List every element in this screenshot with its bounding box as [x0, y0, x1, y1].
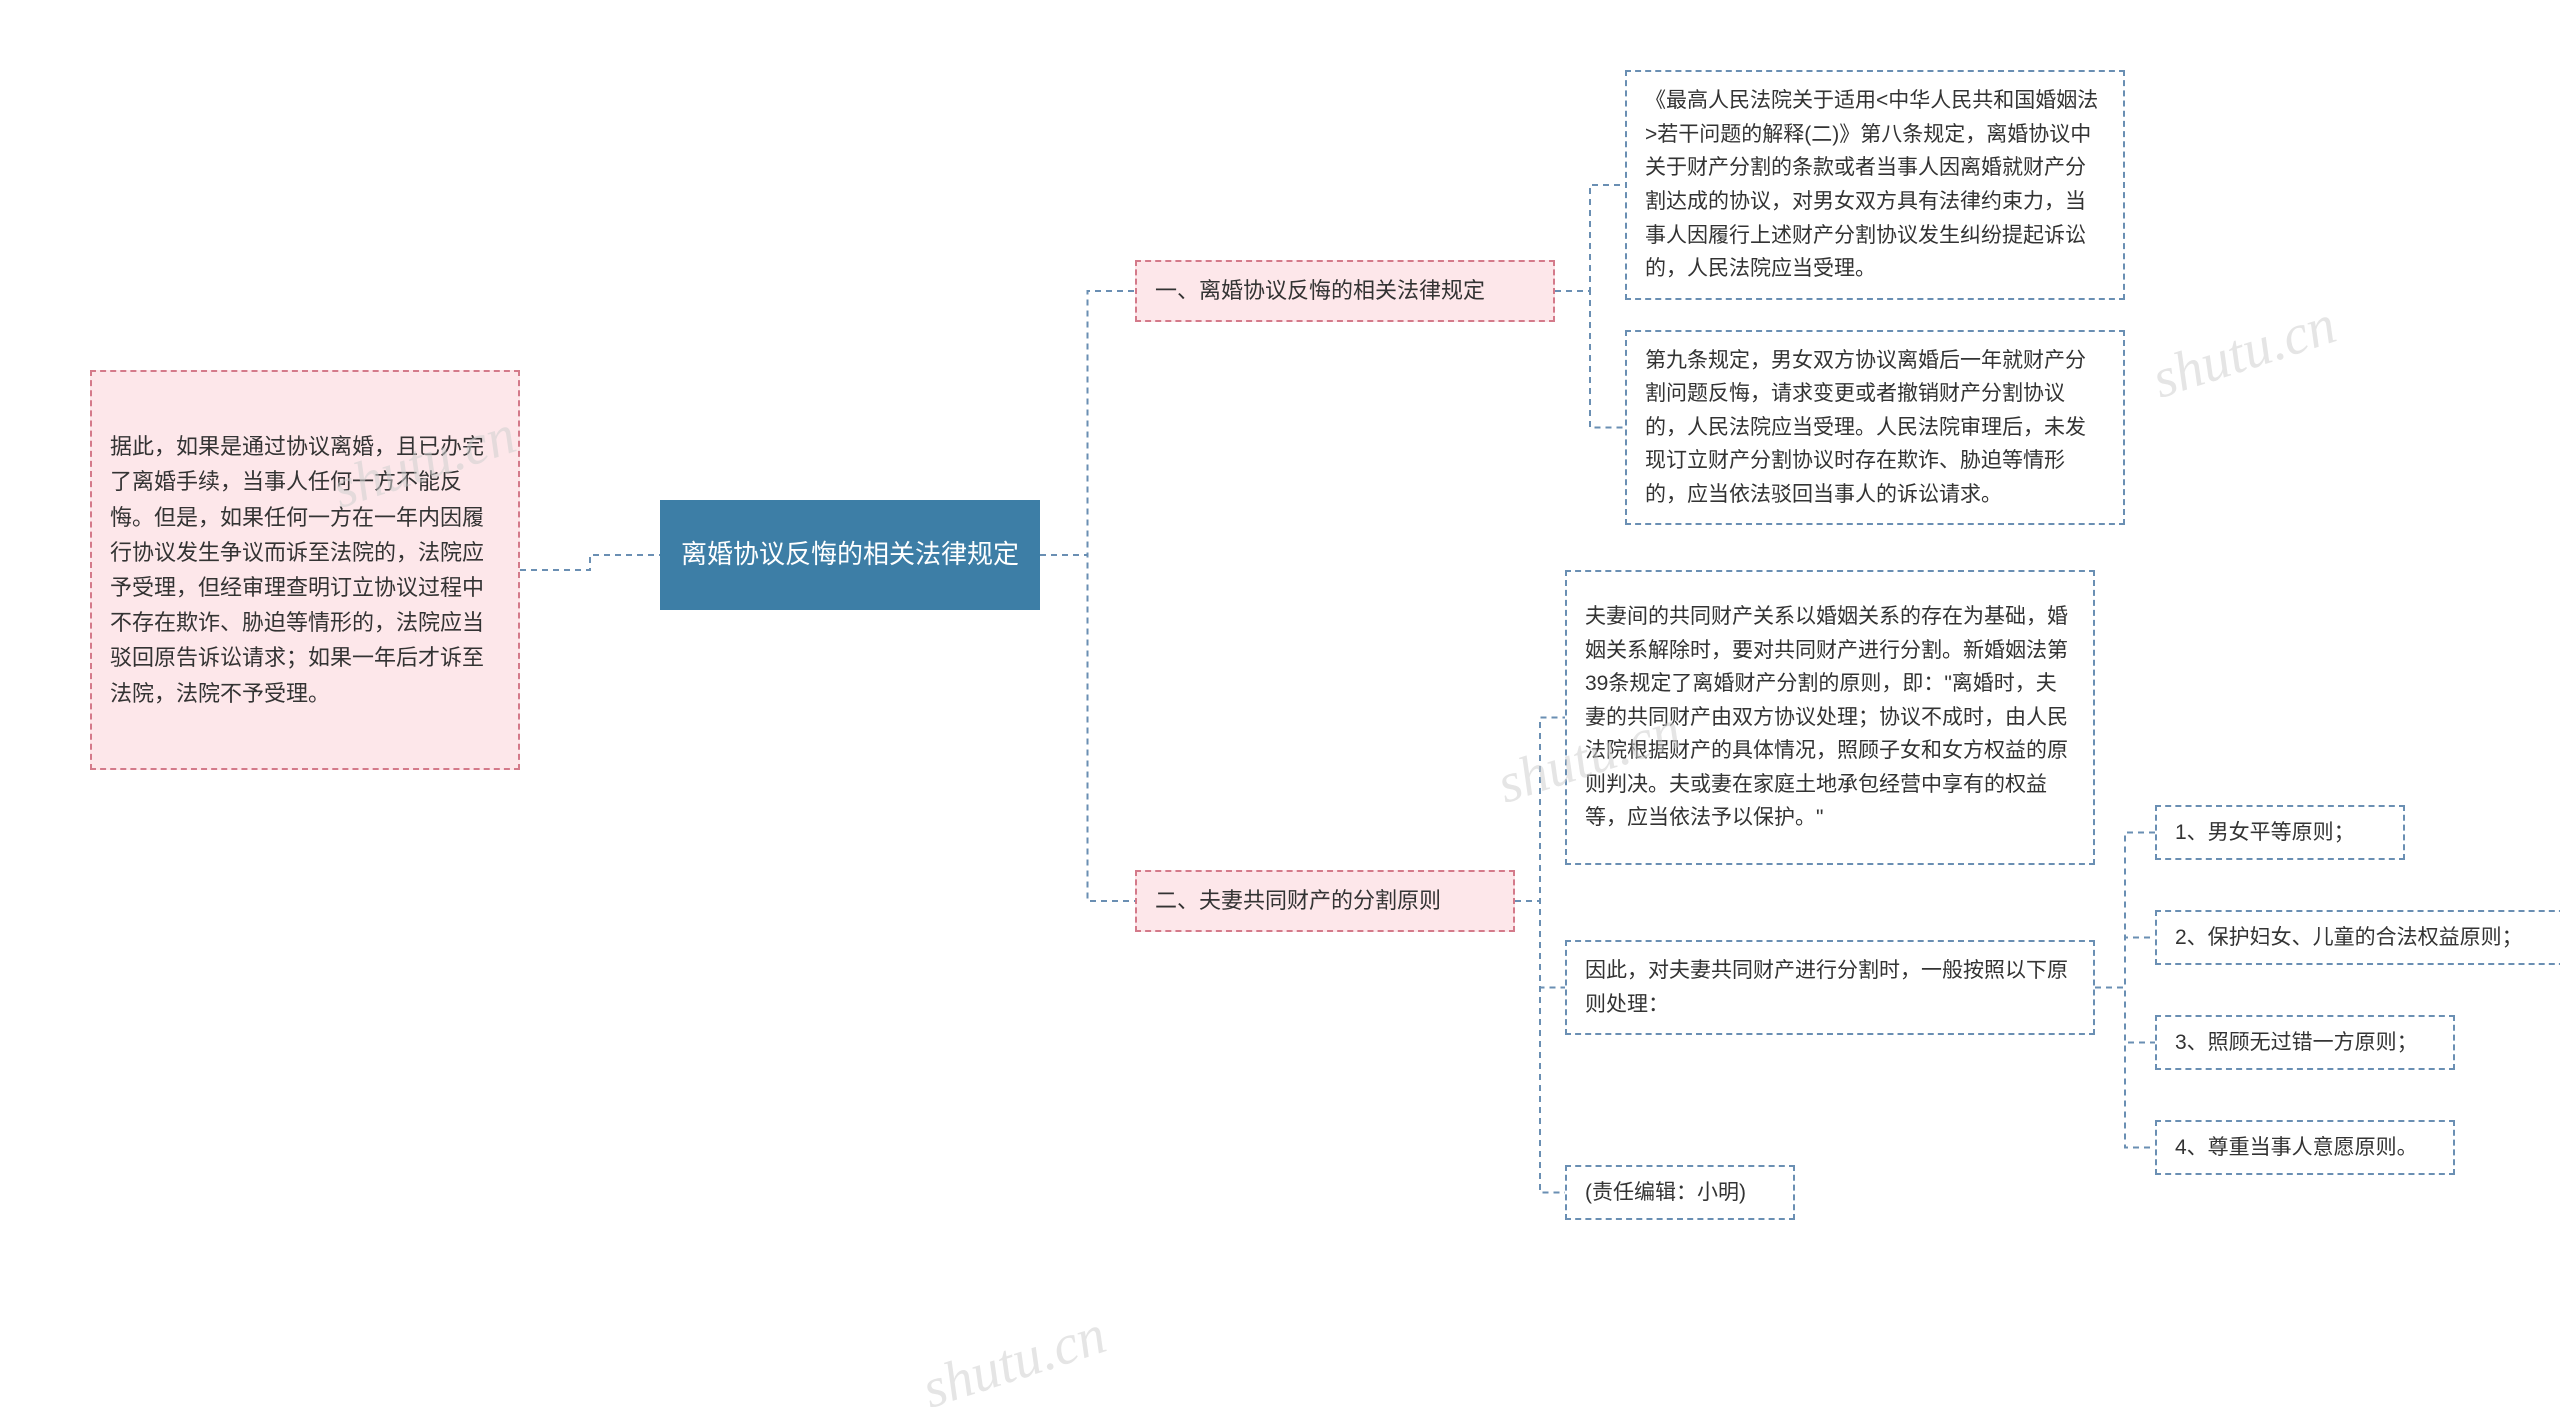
edge-b2c2-p4: [2095, 988, 2155, 1148]
edge-b2c2-p3: [2095, 988, 2155, 1043]
node-b2c2[interactable]: 因此，对夫妻共同财产进行分割时，一般按照以下原则处理：: [1565, 940, 2095, 1035]
node-summary-label: 据此，如果是通过协议离婚，且已办完了离婚手续，当事人任何一方不能反悔。但是，如果…: [110, 429, 500, 711]
node-b1c2-label: 第九条规定，男女双方协议离婚后一年就财产分割问题反悔，请求变更或者撤销财产分割协…: [1645, 344, 2105, 512]
node-b1c2[interactable]: 第九条规定，男女双方协议离婚后一年就财产分割问题反悔，请求变更或者撤销财产分割协…: [1625, 330, 2125, 525]
node-b2-label: 二、夫妻共同财产的分割原则: [1155, 883, 1495, 918]
node-root-label: 离婚协议反悔的相关法律规定: [680, 534, 1020, 576]
node-p3[interactable]: 3、照顾无过错一方原则；: [2155, 1015, 2455, 1070]
node-b2c3[interactable]: (责任编辑：小明): [1565, 1165, 1795, 1220]
watermark: shutu.cn: [915, 1302, 1114, 1421]
node-p2[interactable]: 2、保护妇女、儿童的合法权益原则；: [2155, 910, 2560, 965]
mindmap-canvas: 据此，如果是通过协议离婚，且已办完了离婚手续，当事人任何一方不能反悔。但是，如果…: [0, 0, 2560, 1383]
edge-b1-b1c1: [1555, 185, 1625, 291]
edge-b2c2-p2: [2095, 938, 2155, 988]
node-root[interactable]: 离婚协议反悔的相关法律规定: [660, 500, 1040, 610]
edge-root-b2: [1040, 555, 1135, 901]
node-b2[interactable]: 二、夫妻共同财产的分割原则: [1135, 870, 1515, 932]
edge-b2c2-p1: [2095, 833, 2155, 988]
node-b2c2-label: 因此，对夫妻共同财产进行分割时，一般按照以下原则处理：: [1585, 954, 2075, 1021]
node-p3-label: 3、照顾无过错一方原则；: [2175, 1026, 2435, 1060]
node-b2c1-label: 夫妻间的共同财产关系以婚姻关系的存在为基础，婚姻关系解除时，要对共同财产进行分割…: [1585, 600, 2075, 835]
node-p1[interactable]: 1、男女平等原则；: [2155, 805, 2405, 860]
edge-b2-b2c1: [1515, 718, 1565, 902]
node-p4[interactable]: 4、尊重当事人意愿原则。: [2155, 1120, 2455, 1175]
node-b1c1[interactable]: 《最高人民法院关于适用<中华人民共和国婚姻法>若干问题的解释(二)》第八条规定，…: [1625, 70, 2125, 300]
edge-b2-b2c3: [1515, 901, 1565, 1193]
node-summary[interactable]: 据此，如果是通过协议离婚，且已办完了离婚手续，当事人任何一方不能反悔。但是，如果…: [90, 370, 520, 770]
node-b1c1-label: 《最高人民法院关于适用<中华人民共和国婚姻法>若干问题的解释(二)》第八条规定，…: [1645, 84, 2105, 286]
node-b2c1[interactable]: 夫妻间的共同财产关系以婚姻关系的存在为基础，婚姻关系解除时，要对共同财产进行分割…: [1565, 570, 2095, 865]
node-b1[interactable]: 一、离婚协议反悔的相关法律规定: [1135, 260, 1555, 322]
node-p1-label: 1、男女平等原则；: [2175, 816, 2385, 850]
node-p4-label: 4、尊重当事人意愿原则。: [2175, 1131, 2435, 1165]
node-b1-label: 一、离婚协议反悔的相关法律规定: [1155, 273, 1535, 308]
node-b2c3-label: (责任编辑：小明): [1585, 1176, 1775, 1210]
watermark: shutu.cn: [2145, 292, 2344, 411]
node-p2-label: 2、保护妇女、儿童的合法权益原则；: [2175, 921, 2555, 955]
edge-root-b1: [1040, 291, 1135, 555]
edge-b2-b2c2: [1515, 901, 1565, 988]
edge-b1-b1c2: [1555, 291, 1625, 428]
edge-summary-root: [520, 555, 660, 570]
